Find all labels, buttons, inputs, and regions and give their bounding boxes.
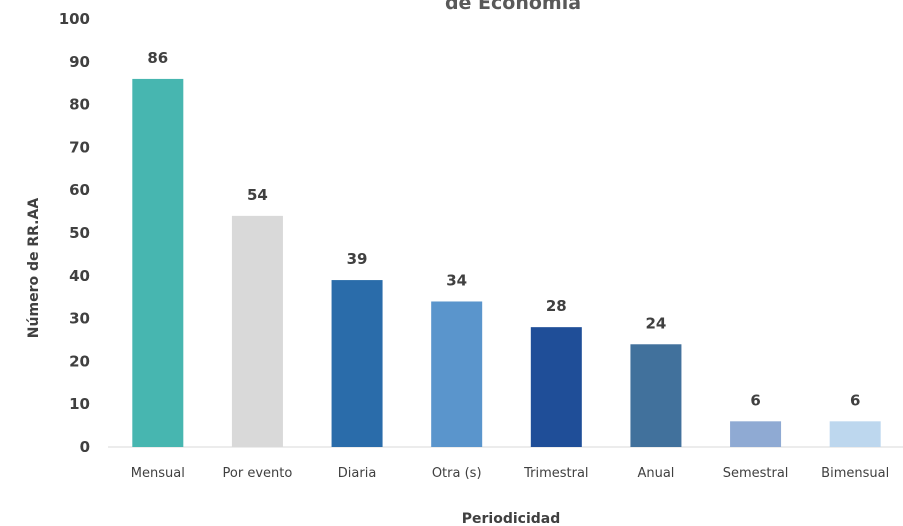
bar bbox=[331, 280, 383, 447]
y-tick-label: 100 bbox=[59, 10, 90, 28]
bar bbox=[530, 327, 582, 447]
y-tick-label: 90 bbox=[69, 53, 90, 71]
y-axis-label: Número de RR.AA bbox=[26, 198, 42, 339]
x-tick-label: Diaria bbox=[338, 466, 377, 481]
bar bbox=[132, 78, 184, 448]
y-axis-ticks: 0 10 20 30 40 50 60 70 80 90 100 bbox=[59, 10, 90, 456]
bar-value-label: 24 bbox=[646, 314, 667, 332]
bar-value-label: 39 bbox=[347, 250, 368, 268]
bar bbox=[231, 215, 283, 447]
y-tick-label: 60 bbox=[69, 181, 90, 199]
y-tick-label: 40 bbox=[69, 267, 90, 285]
y-tick-label: 80 bbox=[69, 96, 90, 114]
bar-value-label: 34 bbox=[446, 271, 467, 289]
y-tick-label: 70 bbox=[69, 138, 90, 156]
chart-title: de Economía bbox=[445, 0, 581, 14]
x-tick-label: Por evento bbox=[223, 466, 293, 481]
bar-value-label: 86 bbox=[147, 49, 168, 67]
x-tick-label: Anual bbox=[637, 466, 674, 481]
x-tick-label: Bimensual bbox=[821, 466, 889, 481]
bar bbox=[829, 421, 881, 447]
x-tick-label: Mensual bbox=[131, 466, 185, 481]
y-tick-label: 10 bbox=[69, 395, 90, 413]
y-tick-label: 20 bbox=[69, 352, 90, 370]
bar-value-label: 6 bbox=[850, 391, 860, 409]
bar-value-label: 54 bbox=[247, 186, 268, 204]
y-tick-label: 30 bbox=[69, 310, 90, 328]
bars bbox=[132, 78, 881, 448]
x-axis-label: Periodicidad bbox=[462, 511, 561, 526]
x-axis-ticks: Mensual Por evento Diaria Otra (s) Trimestra… bbox=[131, 466, 889, 481]
y-tick-label: 0 bbox=[80, 438, 90, 456]
bar bbox=[431, 301, 483, 447]
x-tick-label: Otra (s) bbox=[432, 466, 482, 481]
bar bbox=[730, 421, 782, 447]
x-tick-label: Trimestral bbox=[523, 466, 588, 481]
bar bbox=[630, 344, 682, 447]
bar-value-label: 6 bbox=[750, 391, 760, 409]
x-tick-label: Semestral bbox=[723, 466, 789, 481]
y-tick-label: 50 bbox=[69, 224, 90, 242]
data-labels: 86 54 39 34 28 24 6 6 bbox=[147, 49, 860, 409]
bar-value-label: 28 bbox=[546, 297, 567, 315]
